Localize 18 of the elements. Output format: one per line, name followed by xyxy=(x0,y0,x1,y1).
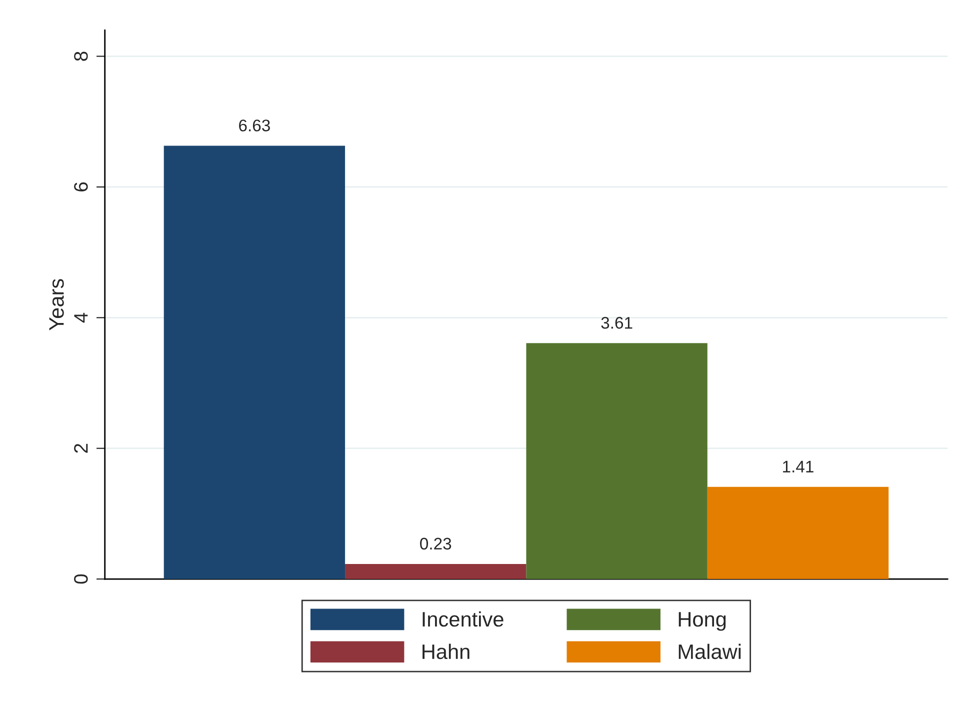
data-label: 1.41 xyxy=(783,460,814,472)
y-tick-label: 4 xyxy=(74,312,88,323)
bar xyxy=(345,564,526,580)
y-axis-title: Years xyxy=(49,279,64,330)
legend-label: Malawi xyxy=(678,644,741,660)
legend-label: Hahn xyxy=(422,644,470,660)
y-tick-label: 2 xyxy=(74,444,88,453)
data-label: 3.61 xyxy=(601,316,632,329)
data-label: 0.23 xyxy=(420,538,452,550)
y-tick-label: 0 xyxy=(74,574,88,584)
bar xyxy=(164,146,346,580)
legend-label: Hong xyxy=(678,612,726,631)
legend-label: Incentive xyxy=(422,611,504,627)
bar xyxy=(707,486,889,580)
y-tick-label: 8 xyxy=(74,52,88,61)
y-tick-label: 6 xyxy=(74,182,88,192)
bar xyxy=(526,343,708,580)
data-label: 6.63 xyxy=(239,120,270,132)
